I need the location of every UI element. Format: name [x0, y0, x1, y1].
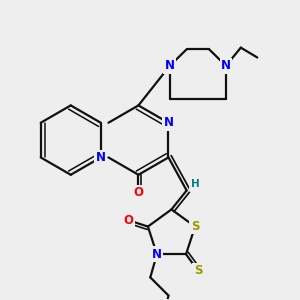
- Text: N: N: [96, 151, 106, 164]
- Text: O: O: [123, 214, 134, 227]
- Text: N: N: [152, 248, 162, 261]
- Text: S: S: [194, 264, 202, 277]
- Text: N: N: [165, 59, 175, 72]
- Text: N: N: [221, 59, 231, 72]
- Text: H: H: [190, 179, 199, 189]
- Text: S: S: [191, 220, 199, 233]
- Text: O: O: [134, 186, 143, 200]
- Text: N: N: [164, 116, 173, 129]
